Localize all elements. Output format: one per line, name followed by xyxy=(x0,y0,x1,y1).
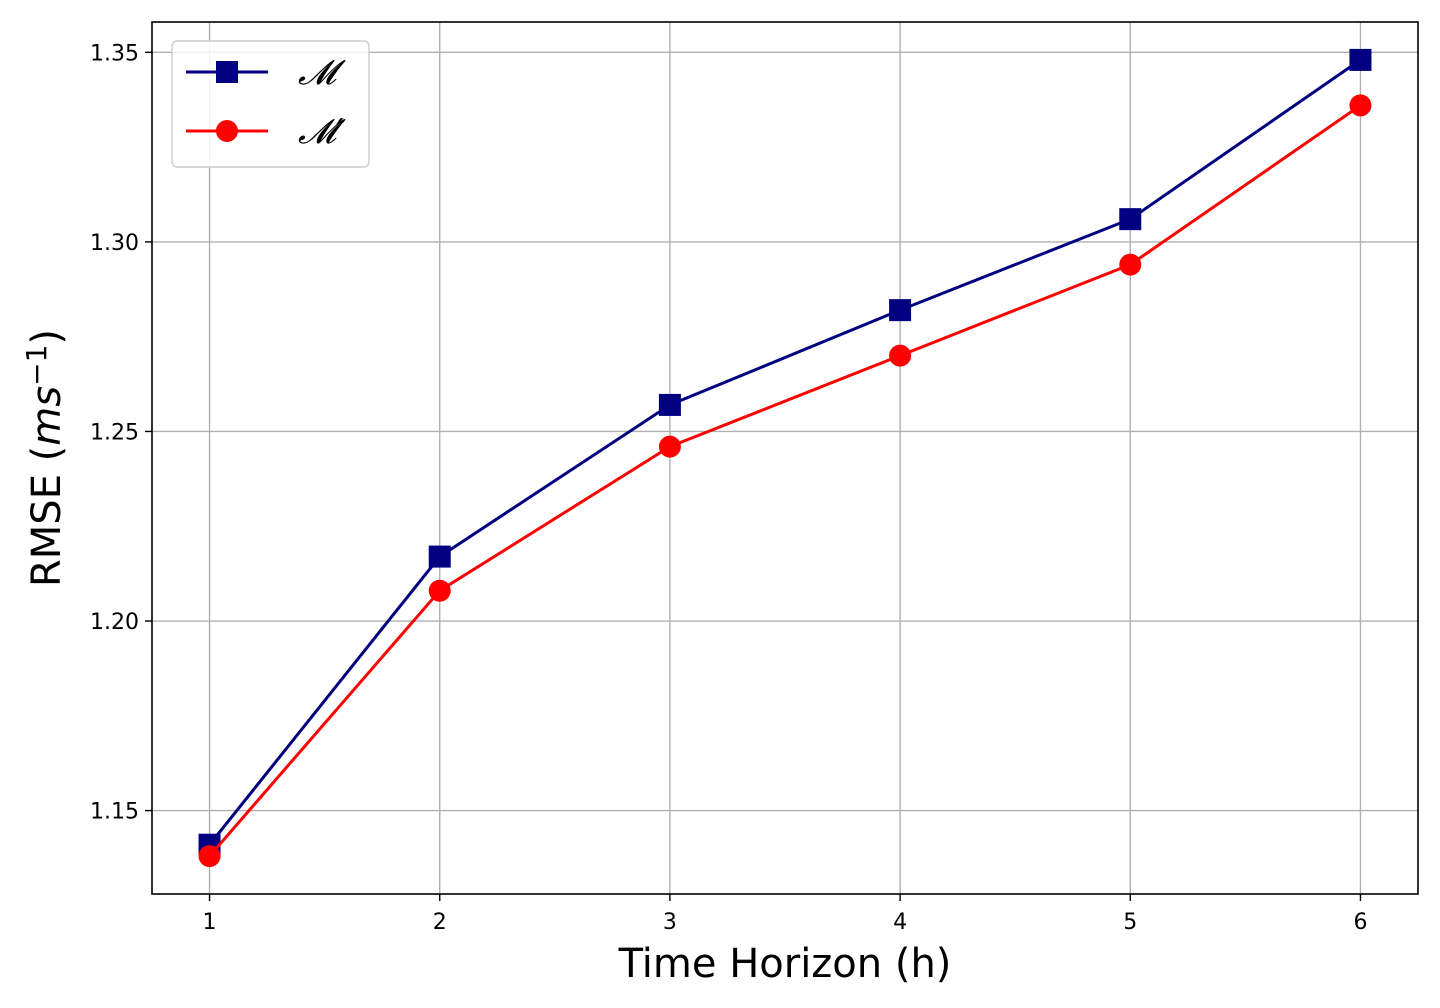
legend: 𝓜𝓜′ xyxy=(171,40,370,168)
series-2-point xyxy=(198,845,221,868)
y-tick-label: 1.20 xyxy=(90,610,139,635)
y-tick-label: 1.15 xyxy=(90,800,139,825)
plot-series xyxy=(198,48,1372,868)
series-1-point xyxy=(658,393,681,416)
x-tick-label: 6 xyxy=(1353,910,1367,935)
axis-ticks: 1 2 3 4 5 6 1.15 1.20 1.25 1.30 1.35 xyxy=(90,41,1367,935)
series-1-point xyxy=(428,545,451,568)
y-tick-label: 1.35 xyxy=(90,41,139,66)
series-2-point xyxy=(428,579,451,602)
x-tick-label: 4 xyxy=(893,910,907,935)
x-tick-label: 5 xyxy=(1123,910,1137,935)
legend-marker xyxy=(216,61,238,83)
series-2 xyxy=(198,94,1372,868)
x-tick-label: 2 xyxy=(433,910,447,935)
x-tick-label: 1 xyxy=(203,910,217,935)
grid-lines xyxy=(152,22,1418,894)
y-axis-label: RMSE (ms−1) xyxy=(20,329,70,587)
series-2-point xyxy=(658,435,681,458)
y-tick-label: 1.25 xyxy=(90,420,139,445)
series-2-point xyxy=(889,344,912,367)
series-2-line xyxy=(208,104,1362,858)
series-1-point xyxy=(1349,48,1372,71)
series-2-point xyxy=(1349,94,1372,117)
legend-label: 𝓜′ xyxy=(298,112,346,152)
series-1-line xyxy=(208,58,1362,846)
plot-frame xyxy=(151,21,1419,895)
legend-marker xyxy=(216,120,238,142)
series-1-point xyxy=(1119,208,1142,231)
y-tick-label: 1.30 xyxy=(90,231,139,256)
x-axis-label: Time Horizon (h) xyxy=(618,941,952,987)
series-2-point xyxy=(1119,253,1142,276)
x-tick-label: 3 xyxy=(663,910,677,935)
series-1-point xyxy=(889,299,912,322)
legend-entry-2: 𝓜′ xyxy=(186,112,346,152)
